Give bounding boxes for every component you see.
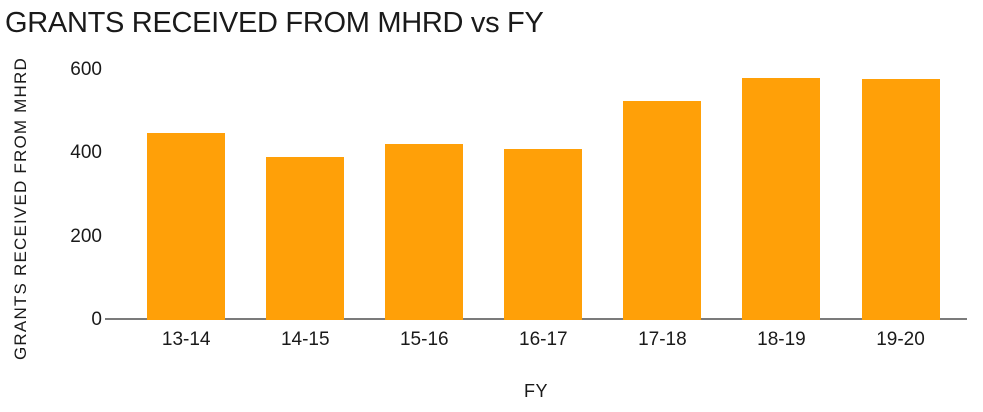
x-tick-label-14-15: 14-15	[280, 329, 330, 350]
y-tick-label-400: 400	[70, 142, 102, 164]
x-axis-title: FY	[523, 381, 548, 401]
y-tick-label-0: 0	[91, 309, 102, 330]
bar-19-20	[861, 79, 940, 320]
x-tick-label-16-17: 16-17	[519, 329, 568, 350]
bar-17-18	[623, 100, 702, 320]
x-tick-label-13-14: 13-14	[161, 329, 211, 350]
x-tick-label-15-16: 15-16	[399, 329, 449, 350]
bar-15-16	[385, 144, 464, 320]
bar-16-17	[504, 149, 583, 320]
x-tick-label-17-18: 17-18	[638, 329, 687, 350]
x-tick-label-19-20: 19-20	[876, 329, 925, 350]
bar-13-14	[147, 133, 226, 320]
x-tick-label-18-19: 18-19	[757, 329, 806, 350]
bar-14-15	[266, 157, 345, 320]
chart-title: GRANTS RECEIVED FROM MHRD vs FY	[5, 7, 544, 39]
y-tick-label-600: 600	[70, 59, 102, 80]
y-tick-label-200: 200	[70, 225, 102, 247]
bar-18-19	[742, 77, 821, 320]
